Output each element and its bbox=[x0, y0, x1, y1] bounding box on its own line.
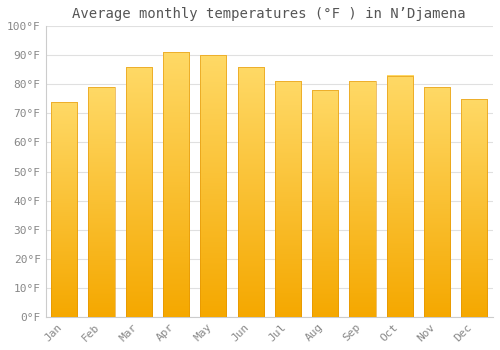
Bar bbox=[387, 76, 413, 317]
Bar bbox=[462, 99, 487, 317]
Bar bbox=[424, 87, 450, 317]
Bar bbox=[238, 67, 264, 317]
Title: Average monthly temperatures (°F ) in N’Djamena: Average monthly temperatures (°F ) in N’… bbox=[72, 7, 466, 21]
Bar bbox=[275, 82, 301, 317]
Bar bbox=[51, 102, 78, 317]
Bar bbox=[88, 87, 115, 317]
Bar bbox=[312, 90, 338, 317]
Bar bbox=[126, 67, 152, 317]
Bar bbox=[163, 52, 189, 317]
Bar bbox=[200, 55, 226, 317]
Bar bbox=[350, 82, 376, 317]
